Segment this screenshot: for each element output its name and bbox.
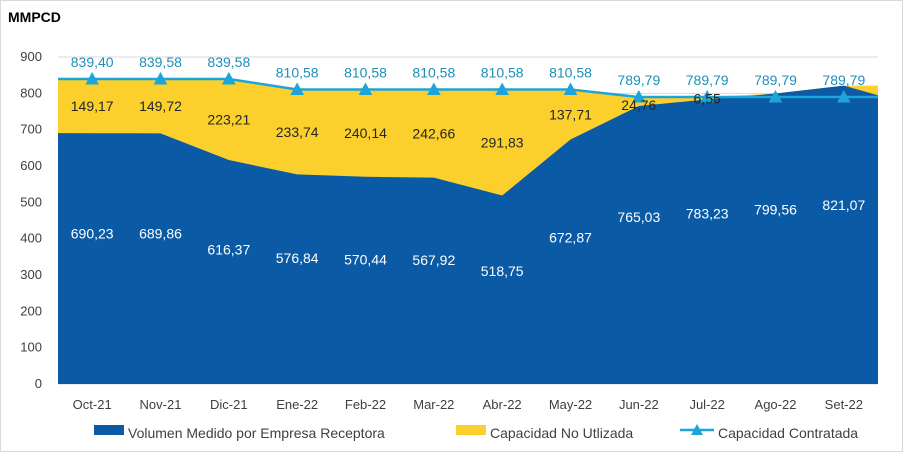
label-capacidad-jul-22: 789,79 (686, 72, 729, 88)
capacity-line (58, 71, 878, 103)
label-capacidad-ago-22: 789,79 (754, 72, 797, 88)
marker-capacidad-nov-21 (153, 71, 168, 85)
label-volumen-jul-22: 783,23 (686, 205, 729, 221)
y-tick-label-0: 0 (35, 376, 42, 391)
label-capacidad-oct-21: 839,40 (71, 54, 114, 70)
label-no-utilizada-mar-22: 242,66 (412, 126, 455, 142)
label-no-utilizada-jun-22: 24,76 (621, 97, 656, 113)
marker-capacidad-oct-21 (85, 71, 100, 85)
marker-capacidad-mar-22 (426, 82, 441, 95)
label-no-utilizada-oct-21: 149,17 (71, 98, 114, 114)
label-capacidad-mar-22: 810,58 (412, 64, 455, 80)
label-volumen-mar-22: 567,92 (412, 252, 455, 268)
x-tick-label-nov-21: Nov-21 (140, 397, 182, 412)
label-volumen-oct-21: 690,23 (71, 226, 114, 242)
marker-capacidad-dic-21 (221, 71, 236, 85)
axis-ticks: 0 100 200 300 400 500 600 700 800 900 Oct-21 Nov-21… (20, 49, 863, 412)
label-volumen-dic-21: 616,37 (207, 242, 250, 258)
marker-capacidad-ago-22 (768, 89, 783, 103)
label-capacidad-set-22: 789,79 (822, 72, 865, 88)
x-tick-label-ago-22: Ago-22 (755, 397, 797, 412)
y-axis-unit-label: MMPCD (8, 9, 61, 25)
label-no-utilizada-feb-22: 240,14 (344, 125, 387, 141)
label-volumen-nov-21: 689,86 (139, 226, 182, 242)
area-volumen-medido (58, 85, 878, 384)
legend-swatch-volumen (94, 425, 124, 435)
label-no-utilizada-ene-22: 233,74 (276, 124, 319, 140)
legend-marker-capacidad (691, 424, 703, 435)
y-tick-label-400: 400 (20, 231, 42, 246)
x-tick-label-dic-21: Dic-21 (210, 397, 248, 412)
x-tick-label-may-22: May-22 (549, 397, 592, 412)
x-tick-label-oct-21: Oct-21 (73, 397, 112, 412)
x-tick-label-jun-22: Jun-22 (619, 397, 659, 412)
label-no-utilizada-nov-21: 149,72 (139, 98, 182, 114)
label-no-utilizada-may-22: 137,71 (549, 107, 592, 123)
x-tick-label-feb-22: Feb-22 (345, 397, 386, 412)
y-tick-label-700: 700 (20, 122, 42, 137)
legend-label-volumen: Volumen Medido por Empresa Receptora (128, 425, 385, 441)
y-tick-label-600: 600 (20, 158, 42, 173)
label-no-utilizada-jul-22: 6,55 (694, 90, 721, 106)
areas (58, 78, 878, 384)
label-capacidad-abr-22: 810,58 (481, 64, 524, 80)
x-tick-label-mar-22: Mar-22 (413, 397, 454, 412)
y-tick-label-100: 100 (20, 340, 42, 355)
line-capacidad-contratada (58, 77, 878, 99)
legend: Volumen Medido por Empresa Receptora Capa… (94, 424, 858, 441)
marker-capacidad-may-22 (563, 82, 578, 95)
label-capacidad-may-22: 810,58 (549, 64, 592, 80)
marker-capacidad-ene-22 (290, 82, 305, 95)
marker-capacidad-set-22 (836, 89, 851, 103)
legend-swatch-no-utilizada (456, 425, 486, 435)
marker-capacidad-abr-22 (495, 82, 510, 95)
label-volumen-ene-22: 576,84 (276, 250, 319, 266)
x-tick-label-abr-22: Abr-22 (483, 397, 522, 412)
label-volumen-ago-22: 799,56 (754, 202, 797, 218)
label-capacidad-nov-21: 839,58 (139, 54, 182, 70)
label-capacidad-feb-22: 810,58 (344, 64, 387, 80)
label-volumen-abr-22: 518,75 (481, 263, 524, 279)
label-no-utilizada-abr-22: 291,83 (481, 135, 524, 151)
label-capacidad-dic-21: 839,58 (207, 54, 250, 70)
y-tick-label-800: 800 (20, 85, 42, 100)
legend-label-no-utilizada: Capacidad No Utlizada (490, 425, 633, 441)
marker-capacidad-jun-22 (631, 89, 646, 103)
label-capacidad-jun-22: 789,79 (617, 72, 660, 88)
data-labels: 839,40 839,58 839,58 810,58 810,58 810,58 810,… (71, 54, 866, 279)
legend-label-capacidad: Capacidad Contratada (718, 425, 858, 441)
label-volumen-set-22: 821,07 (822, 197, 865, 213)
marker-capacidad-feb-22 (358, 82, 373, 95)
y-tick-label-200: 200 (20, 303, 42, 318)
y-tick-label-900: 900 (20, 49, 42, 64)
marker-capacidad-jul-22 (700, 89, 715, 103)
label-no-utilizada-dic-21: 223,21 (207, 112, 250, 128)
y-tick-label-500: 500 (20, 194, 42, 209)
x-tick-label-set-22: Set-22 (825, 397, 863, 412)
label-volumen-jun-22: 765,03 (617, 209, 660, 225)
label-volumen-may-22: 672,87 (549, 229, 592, 245)
x-tick-label-jul-22: Jul-22 (689, 397, 724, 412)
y-tick-label-300: 300 (20, 267, 42, 282)
x-tick-label-ene-22: Ene-22 (276, 397, 318, 412)
label-capacidad-ene-22: 810,58 (276, 64, 319, 80)
label-volumen-feb-22: 570,44 (344, 252, 387, 268)
